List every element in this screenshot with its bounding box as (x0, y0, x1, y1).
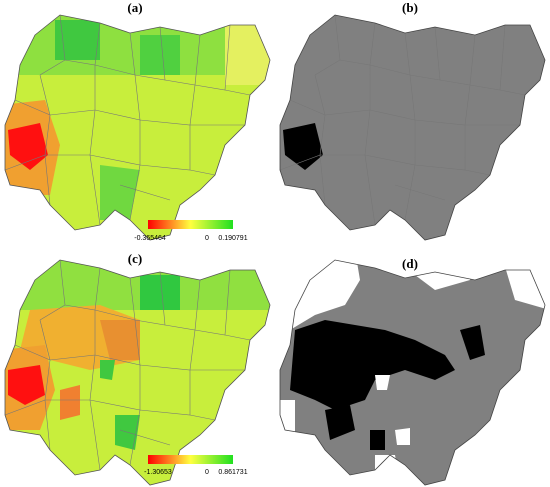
country (280, 15, 545, 240)
region (140, 275, 180, 310)
region (8, 365, 45, 405)
region (395, 428, 410, 445)
colorbar (148, 220, 233, 229)
region (60, 385, 80, 420)
region (100, 320, 140, 360)
colorbar-min: -1.30653 (144, 469, 172, 476)
region (55, 20, 100, 60)
region (283, 123, 323, 170)
region (8, 123, 48, 170)
region (290, 320, 455, 410)
map-b (279, 14, 546, 241)
panel-label: (b) (402, 0, 418, 15)
panel-label: (c) (128, 251, 142, 266)
region (370, 430, 385, 450)
colorbar-min: -0.365464 (134, 235, 166, 242)
colorbar-max: 0.190791 (218, 235, 247, 242)
region (375, 375, 390, 390)
region (460, 325, 485, 360)
panel-label: (a) (127, 0, 142, 15)
colorbar (148, 455, 233, 464)
panel-label: (d) (402, 256, 418, 271)
map-c (4, 259, 271, 486)
map-a (4, 14, 271, 241)
colorbar-mid: 0 (205, 469, 209, 476)
region (140, 35, 180, 75)
colorbar-mid: 0 (205, 235, 209, 242)
region (100, 165, 140, 220)
region (100, 360, 115, 380)
colorbar-max: 0.861731 (218, 469, 247, 476)
region (325, 405, 355, 440)
region (280, 400, 295, 435)
map-d (279, 259, 546, 486)
